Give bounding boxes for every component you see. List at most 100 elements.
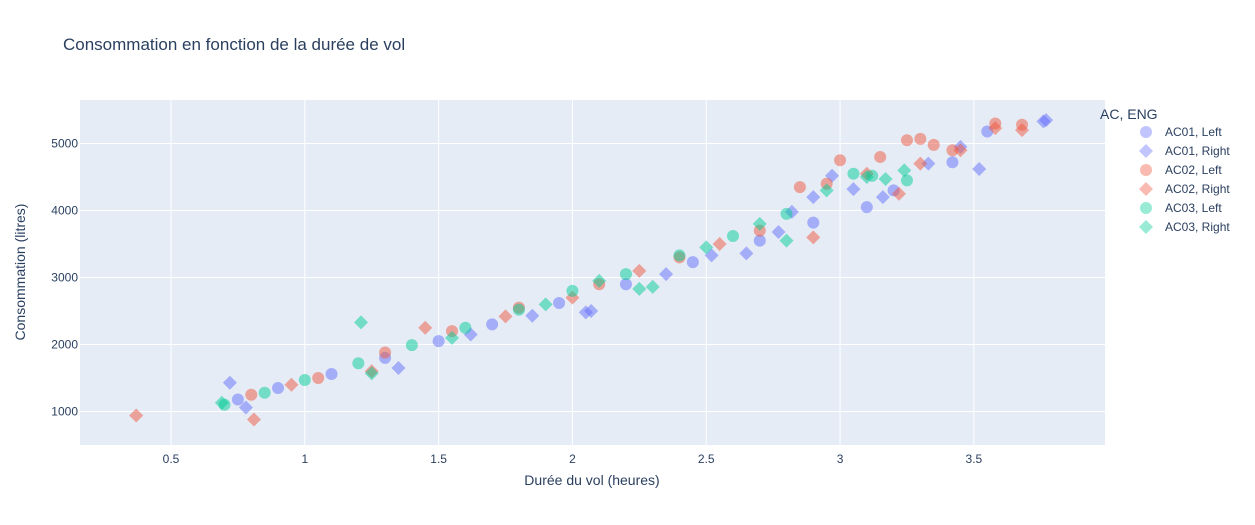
legend-item[interactable]: AC03, Left <box>1140 201 1222 215</box>
x-tick-label: 1 <box>301 452 308 466</box>
legend-marker <box>1139 144 1153 158</box>
data-point <box>1036 114 1051 129</box>
data-point <box>913 156 928 171</box>
data-point <box>619 278 632 291</box>
data-point <box>891 186 906 201</box>
data-point <box>946 156 959 169</box>
data-point <box>553 296 566 309</box>
data-point <box>927 138 940 151</box>
data-point <box>525 308 540 323</box>
data-point <box>900 134 913 147</box>
data-point <box>988 121 1003 136</box>
plot-area <box>80 100 1105 445</box>
data-point <box>874 150 887 163</box>
data-point <box>878 172 893 187</box>
series-ac01-right <box>222 113 1054 415</box>
data-point <box>897 163 912 178</box>
data-point <box>807 216 820 229</box>
legend-item[interactable]: AC01, Right <box>1139 144 1230 158</box>
data-point <box>739 246 754 261</box>
data-point <box>405 339 418 352</box>
data-point <box>592 273 607 288</box>
data-point <box>312 372 325 385</box>
data-point <box>859 170 874 185</box>
data-point <box>379 346 392 359</box>
data-point <box>753 234 766 247</box>
data-point <box>752 216 767 231</box>
data-point <box>284 377 299 392</box>
data-point <box>214 395 229 410</box>
legend: AC, ENG AC01, Left AC01, Right AC02, Left A… <box>1100 106 1230 234</box>
data-point <box>538 297 553 312</box>
legend-item[interactable]: AC02, Right <box>1139 182 1230 196</box>
legend-marker <box>1140 126 1152 138</box>
y-tick-label: 3000 <box>51 271 78 285</box>
data-point <box>512 303 525 316</box>
data-point <box>659 267 674 282</box>
legend-label: AC03, Left <box>1165 201 1222 215</box>
data-point <box>566 284 579 297</box>
data-point <box>245 388 258 401</box>
data-point <box>432 335 445 348</box>
legend-label: AC02, Left <box>1165 163 1222 177</box>
data-point <box>231 393 244 406</box>
data-point <box>806 230 821 245</box>
data-point <box>258 386 271 399</box>
legend-title: AC, ENG <box>1100 106 1158 122</box>
data-point <box>914 132 927 145</box>
x-tick-label: 3.5 <box>966 452 983 466</box>
y-axis-ticks: 1000 2000 3000 4000 5000 <box>51 137 78 419</box>
data-point <box>298 374 311 387</box>
legend-item[interactable]: AC03, Right <box>1139 220 1230 234</box>
data-point <box>953 143 968 158</box>
series-ac01-left <box>231 125 994 406</box>
legend-marker <box>1140 202 1152 214</box>
data-point <box>921 156 936 171</box>
data-point <box>780 207 793 220</box>
y-tick-label: 4000 <box>51 204 78 218</box>
data-point <box>352 357 365 370</box>
legend-label: AC02, Right <box>1165 182 1230 196</box>
legend-marker <box>1139 182 1153 196</box>
data-point <box>129 408 144 423</box>
data-point <box>418 320 433 335</box>
x-tick-label: 2 <box>569 452 576 466</box>
legend-item[interactable]: AC02, Left <box>1140 163 1222 177</box>
data-point <box>645 279 660 294</box>
x-tick-label: 1.5 <box>430 452 447 466</box>
data-point <box>846 182 861 197</box>
data-point <box>686 256 699 269</box>
data-point <box>246 412 261 427</box>
data-point <box>354 315 369 330</box>
data-point <box>486 318 499 331</box>
series-ac02-right <box>129 121 1030 427</box>
x-axis-title: Durée du vol (heures) <box>524 472 659 488</box>
data-point <box>834 154 847 167</box>
legend-label: AC01, Left <box>1165 125 1222 139</box>
data-point <box>699 240 714 255</box>
legend-item[interactable]: AC01, Left <box>1140 125 1222 139</box>
data-point <box>972 162 987 176</box>
data-point <box>946 144 959 157</box>
legend-marker <box>1139 220 1153 234</box>
data-point <box>793 181 806 194</box>
x-tick-label: 3 <box>837 452 844 466</box>
data-point <box>632 263 647 278</box>
data-point <box>779 233 794 248</box>
y-tick-label: 5000 <box>51 137 78 151</box>
x-tick-label: 0.5 <box>163 452 180 466</box>
x-tick-label: 2.5 <box>698 452 715 466</box>
data-point <box>847 167 860 180</box>
y-axis-title: Consommation (litres) <box>12 204 28 341</box>
data-point <box>1015 123 1030 138</box>
series-ac03-left <box>218 167 913 411</box>
data-point <box>444 330 459 345</box>
data-point <box>806 190 821 205</box>
data-point <box>860 201 873 214</box>
data-point <box>632 281 647 296</box>
data-point <box>272 382 285 395</box>
data-point <box>238 400 253 415</box>
data-point <box>771 224 786 239</box>
data-point <box>619 268 632 281</box>
